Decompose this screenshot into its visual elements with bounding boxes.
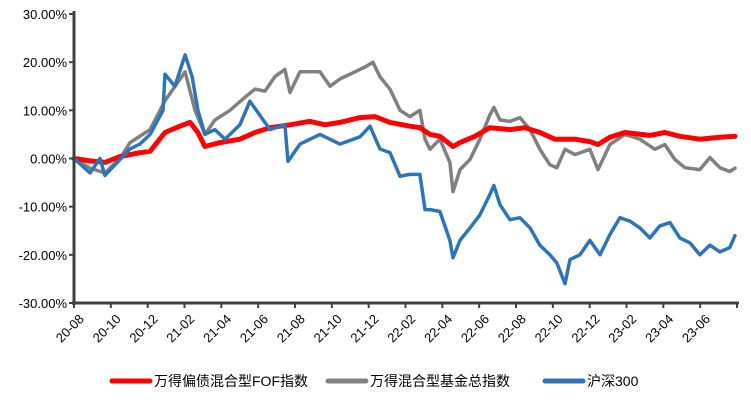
legend: 万得偏债混合型FOF指数 万得混合型基金总指数 沪深300 bbox=[109, 373, 639, 389]
x-tick-label: 22-04 bbox=[421, 311, 455, 345]
x-tick-label: 21-04 bbox=[200, 311, 234, 345]
y-tick-label: 30.00% bbox=[23, 7, 68, 22]
x-tick-label: 22-06 bbox=[458, 311, 492, 345]
legend-label: 万得混合型基金总指数 bbox=[370, 373, 510, 389]
x-tick-label: 22-12 bbox=[568, 311, 602, 345]
legend-label: 万得偏债混合型FOF指数 bbox=[154, 373, 308, 389]
x-tick-label: 21-10 bbox=[311, 311, 345, 345]
x-tick-label: 20-08 bbox=[53, 311, 87, 345]
x-tick-label: 23-02 bbox=[605, 311, 639, 345]
y-tick-label: -30.00% bbox=[19, 296, 68, 311]
y-tick-label: 20.00% bbox=[23, 55, 68, 70]
x-tick-label: 21-12 bbox=[347, 311, 381, 345]
x-tick-label: 22-08 bbox=[495, 311, 529, 345]
x-tick-label: 23-06 bbox=[679, 311, 713, 345]
x-tick-label: 21-02 bbox=[163, 311, 197, 345]
x-tick-label: 20-12 bbox=[126, 311, 160, 345]
x-tick-label: 23-04 bbox=[642, 311, 676, 345]
x-tick-label: 21-06 bbox=[237, 311, 271, 345]
x-tick-label: 22-10 bbox=[532, 311, 566, 345]
series-line-1 bbox=[71, 114, 738, 165]
series-line-2 bbox=[72, 53, 737, 286]
legend-label: 沪深300 bbox=[587, 373, 639, 389]
y-tick-label: -10.00% bbox=[19, 200, 68, 215]
x-tick-label: 22-02 bbox=[384, 311, 418, 345]
y-tick-label: 0.00% bbox=[30, 152, 67, 167]
y-tick-label: 10.00% bbox=[23, 103, 68, 118]
series-line-0 bbox=[72, 60, 737, 194]
series-layer bbox=[71, 53, 738, 286]
axes: 30.00% 20.00% 10.00% 0.00% -10.00% -20.00% -30… bbox=[19, 7, 739, 345]
x-tick-label: 20-10 bbox=[90, 311, 124, 345]
y-tick-label: -20.00% bbox=[19, 248, 68, 263]
x-tick-label: 21-08 bbox=[274, 311, 308, 345]
